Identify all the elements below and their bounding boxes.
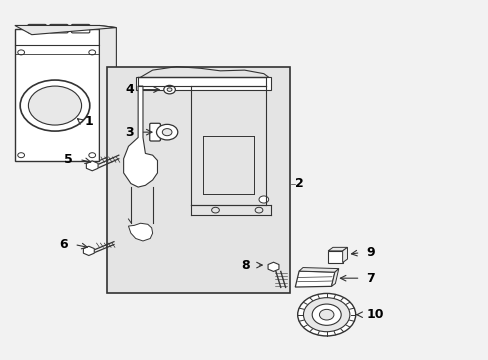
Polygon shape bbox=[15, 26, 116, 35]
Polygon shape bbox=[123, 86, 157, 187]
FancyBboxPatch shape bbox=[50, 24, 68, 33]
Text: 7: 7 bbox=[366, 272, 374, 285]
Polygon shape bbox=[295, 271, 334, 287]
Polygon shape bbox=[342, 247, 347, 262]
FancyBboxPatch shape bbox=[15, 30, 99, 161]
Polygon shape bbox=[327, 247, 347, 251]
Text: 1: 1 bbox=[85, 115, 94, 128]
Circle shape bbox=[28, 86, 81, 125]
Circle shape bbox=[167, 88, 172, 91]
Polygon shape bbox=[327, 251, 342, 262]
FancyBboxPatch shape bbox=[28, 24, 46, 33]
Circle shape bbox=[255, 207, 263, 213]
Polygon shape bbox=[86, 161, 98, 171]
Polygon shape bbox=[136, 77, 270, 90]
Bar bbox=[106, 67, 290, 293]
FancyBboxPatch shape bbox=[71, 24, 90, 33]
Circle shape bbox=[297, 293, 355, 336]
Polygon shape bbox=[267, 262, 278, 271]
Circle shape bbox=[156, 124, 178, 140]
Circle shape bbox=[162, 129, 172, 136]
Circle shape bbox=[20, 80, 90, 131]
Circle shape bbox=[311, 304, 341, 325]
Circle shape bbox=[89, 50, 95, 55]
Text: 10: 10 bbox=[366, 308, 383, 321]
Text: 8: 8 bbox=[241, 258, 250, 271]
Circle shape bbox=[18, 50, 24, 55]
Circle shape bbox=[303, 298, 349, 332]
Circle shape bbox=[211, 207, 219, 213]
Circle shape bbox=[259, 196, 268, 203]
Polygon shape bbox=[128, 223, 152, 241]
Text: 4: 4 bbox=[125, 83, 134, 96]
Text: 9: 9 bbox=[366, 246, 374, 259]
Text: 2: 2 bbox=[295, 177, 304, 190]
Circle shape bbox=[89, 153, 95, 158]
Polygon shape bbox=[299, 267, 338, 272]
Text: 6: 6 bbox=[60, 238, 68, 251]
Polygon shape bbox=[99, 26, 116, 161]
Circle shape bbox=[18, 153, 24, 158]
Polygon shape bbox=[83, 246, 94, 256]
Circle shape bbox=[319, 309, 333, 320]
Text: 5: 5 bbox=[64, 153, 73, 166]
Text: 3: 3 bbox=[125, 126, 134, 139]
Polygon shape bbox=[331, 269, 338, 286]
Circle shape bbox=[163, 85, 175, 94]
FancyBboxPatch shape bbox=[149, 123, 160, 141]
